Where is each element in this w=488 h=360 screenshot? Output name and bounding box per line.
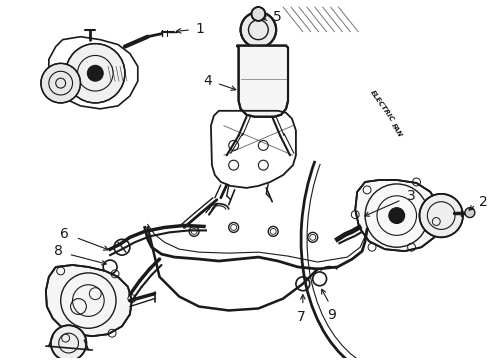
Circle shape	[388, 208, 404, 224]
Text: 4: 4	[203, 74, 211, 88]
Text: 1: 1	[195, 22, 203, 36]
Polygon shape	[236, 46, 287, 117]
Text: 9: 9	[326, 309, 335, 323]
Text: 7: 7	[296, 310, 305, 324]
Text: 5: 5	[273, 10, 282, 24]
Circle shape	[251, 7, 265, 21]
Circle shape	[419, 194, 462, 237]
Text: 8: 8	[54, 244, 62, 258]
Text: FAN: FAN	[389, 122, 403, 139]
Text: ELECTRIC: ELECTRIC	[368, 89, 394, 123]
Circle shape	[51, 325, 86, 360]
Circle shape	[464, 208, 474, 217]
Polygon shape	[46, 265, 132, 336]
Circle shape	[240, 12, 276, 48]
Text: 6: 6	[60, 228, 68, 241]
Circle shape	[87, 66, 103, 81]
Circle shape	[65, 44, 124, 103]
Text: 3: 3	[406, 189, 414, 203]
Circle shape	[41, 63, 81, 103]
Polygon shape	[354, 180, 439, 251]
Text: 2: 2	[478, 195, 487, 209]
